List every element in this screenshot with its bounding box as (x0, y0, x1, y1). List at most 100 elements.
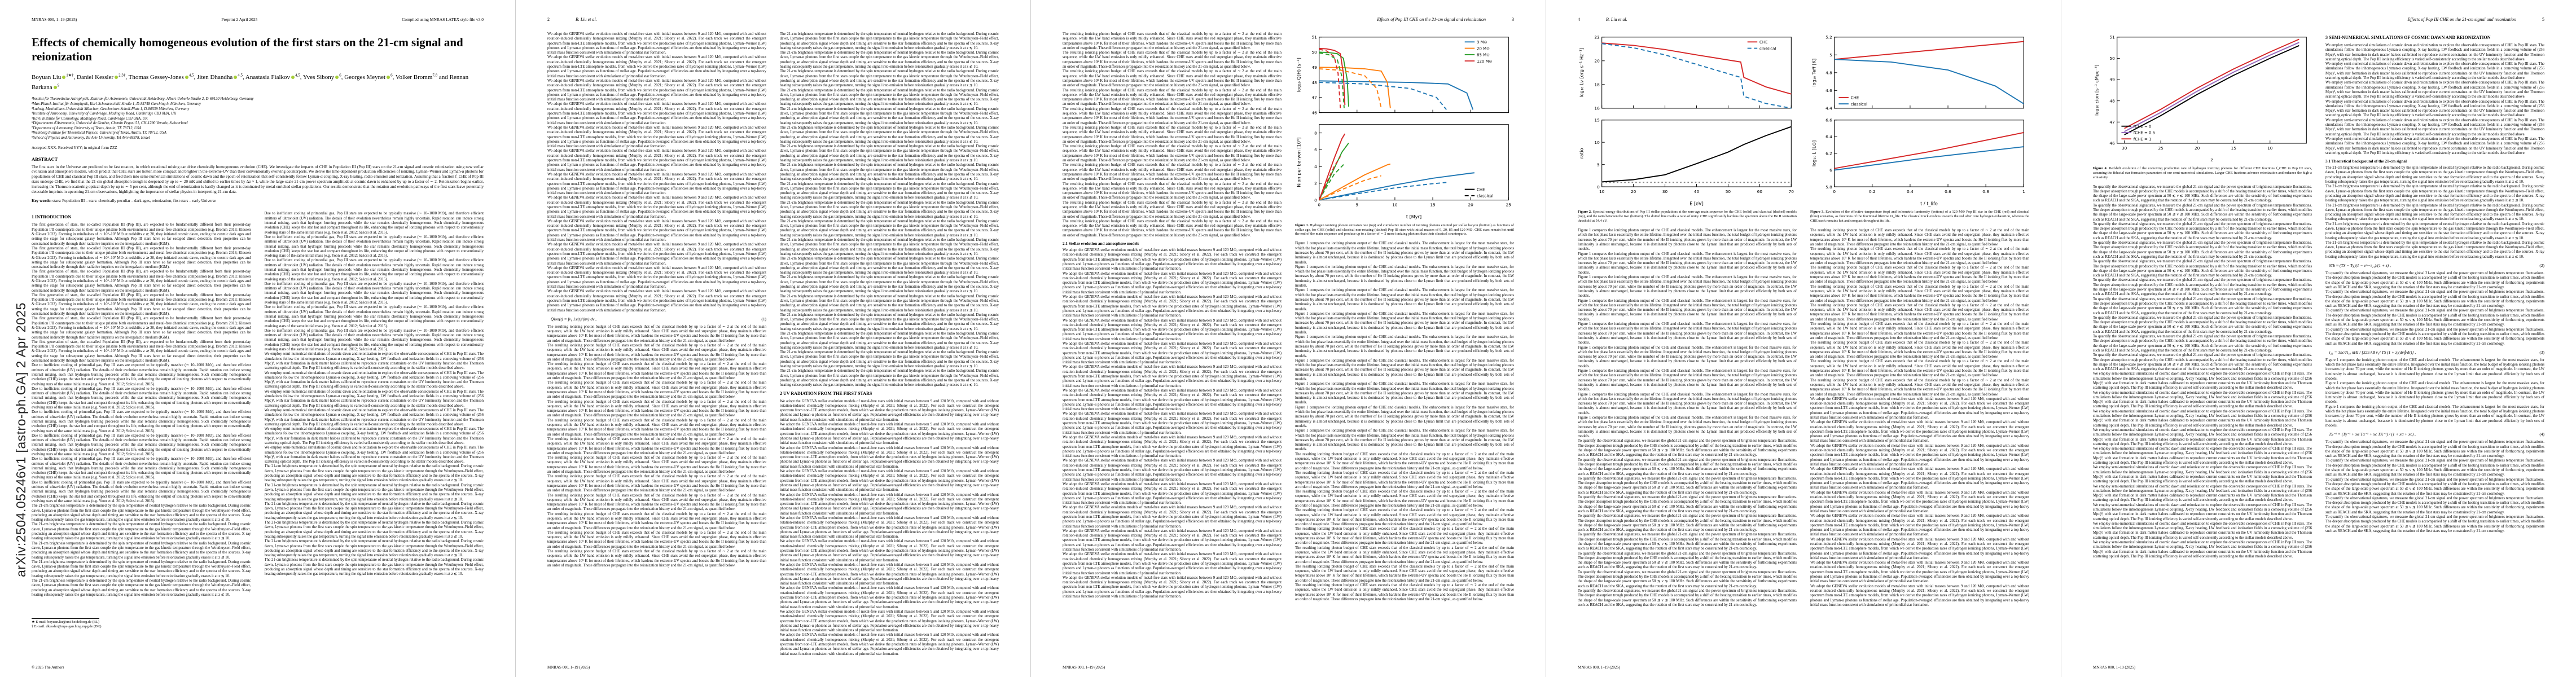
svg-text:16: 16 (1594, 106, 1600, 111)
running-head: Effects of Pop III CHE on the 21-cm sign… (2093, 17, 2544, 22)
figure-2-label: Figure 2. (1578, 210, 1592, 214)
author: Daniel Kessler 2,3†, (77, 73, 129, 81)
subsection-heading-3-1: 3.1 Theoretical background of the 21-cm … (2325, 159, 2407, 164)
column-text: The 21-cm brightness temperature is dete… (780, 32, 999, 656)
author-name: Georges Meynet (344, 73, 386, 81)
author-name: Daniel Kessler (77, 73, 114, 81)
svg-text:6: 6 (1314, 147, 1317, 152)
svg-text:t [Myr]: t [Myr] (1406, 214, 1421, 219)
affiliation-item: ¹Institut für Theoretische Astrophysik, … (32, 97, 254, 102)
figure-2-bottom-panel: 10 20 30 40 50 60 70 0 5 10 15 E [eV] ratio (1578, 116, 1797, 208)
figure-4-caption: Figure 4. Redshift evolution of the como… (2093, 166, 2312, 180)
text-column-left: The resulting ionizing photon budget of … (1063, 32, 1282, 656)
page-footer: MNRAS 000, 1–19 (2025) (547, 665, 590, 670)
journal-footer: MNRAS 000, 1–19 (2025) (1578, 665, 1621, 670)
equation-formula: Q̇ion(t) = ∫ν₀ Lν(t)/(hν) dν , (551, 316, 596, 322)
page-footer: MNRAS 000, 1–19 (2025) (2093, 665, 2135, 670)
svg-text:18: 18 (1594, 82, 1600, 87)
history-line: Accepted XXX. Received YYY; in original … (32, 145, 117, 150)
svg-text:51: 51 (1311, 34, 1316, 39)
affiliation-item: ⁴Institute of Astronomy, University of C… (32, 112, 177, 116)
orcid-icon (185, 75, 188, 79)
orcid-icon (335, 75, 339, 79)
svg-text:0: 0 (1314, 198, 1317, 203)
body-paragraph: We employ semi-numerical simulations of … (2325, 43, 2544, 155)
text-column-right: 4.4 4.6 4.8 5 5.2 log₁₀ Teff [K] CHE classical … (1810, 32, 2029, 656)
svg-text:E [eV]: E [eV] (1689, 201, 1704, 206)
body-paragraph: The first generation of stars, the so-ca… (32, 223, 251, 363)
svg-text:6: 6 (1829, 168, 1832, 173)
svg-text:46: 46 (2109, 141, 2115, 146)
text-column-right: Due to inefficient cooling of primordial… (265, 212, 484, 629)
body-paragraph: We employ semi-numerical simulations of … (264, 352, 484, 464)
equation-4: TS⁻¹ = (Tγ⁻¹ + xα Tα⁻¹ + xc TK⁻¹) / (1 +… (2329, 432, 2544, 437)
page-number: 5 (2542, 17, 2544, 22)
column-text: We adopt the GENEVA stellar evolution mo… (547, 32, 766, 656)
journal-ref: MNRAS 000, 1–19 (2025) (32, 17, 77, 22)
body-paragraph: The resulting ionizing photon budget of … (1295, 452, 1514, 601)
svg-text:20 M⊙: 20 M⊙ (1477, 46, 1490, 51)
affiliation-item: ²Max-Planck-Institut für Astrophysik, Ka… (32, 102, 201, 106)
equation-2: δTb ≈ (TS − Tγ)(1 − e^−τ₂₁)/(1 + z) , (2… (2329, 263, 2544, 268)
svg-text:6.6: 6.6 (1825, 118, 1832, 123)
svg-text:15: 15 (2231, 146, 2237, 151)
author: Jiten Dhandha 4,5, (196, 73, 245, 81)
column-text: Figure 1 compares the ionizing photon ou… (1295, 241, 1514, 656)
subsection-heading-2-1: 2.1 Stellar evolution and atmosphere mod… (1063, 241, 1139, 247)
svg-text:CHE: CHE (1851, 96, 1859, 100)
svg-text:10: 10 (1392, 203, 1398, 208)
body-paragraph: To quantify the observational signatures… (2093, 184, 2312, 372)
author-separator: , (194, 73, 197, 81)
svg-text:log₁₀ Lν [erg s⁻¹ Hz⁻¹]: log₁₀ Lν [erg s⁻¹ Hz⁻¹] (1578, 48, 1584, 98)
body-paragraph: The 21-cm brightness temperature is dete… (32, 504, 251, 597)
figure-1: 46 47 48 49 50 51 log₁₀ Q(H) [s⁻¹] 9 M⊙ 20 M⊙ 85 … (1295, 33, 1514, 236)
svg-text:log₁₀ εion [s⁻¹ cMpc⁻³]: log₁₀ εion [s⁻¹ cMpc⁻³] (2094, 65, 2099, 116)
section-heading-introduction: 1 INTRODUCTION (32, 214, 72, 220)
equation-formula: τ₂₁ = 3hc³A₁₀ nHI / [32π kB ν₀² TS (1 + … (2329, 349, 2416, 355)
affiliation-item: ⁶Département d'Astronomie, Université de… (32, 121, 188, 126)
page-5: Effects of Pop III CHE on the 21-cm sign… (2061, 0, 2576, 677)
figure-4-panel: 30 25 20 15 10 46 47 48 49 50 51 z log₁₀ εion [s⁻¹ c… (2093, 33, 2312, 164)
running-title: Effects of Pop III CHE on the 21-cm sign… (1377, 17, 1486, 22)
author-name: Boyuan Liu (32, 73, 62, 81)
page-1-body: 1 INTRODUCTION The first generation of s… (32, 212, 484, 629)
text-column-left: 1 INTRODUCTION The first generation of s… (32, 212, 251, 629)
page-3-body: The resulting ionizing photon budget of … (1063, 32, 1514, 656)
author: Yves Sibony 6, (303, 73, 345, 81)
svg-text:5: 5 (1355, 203, 1358, 208)
page-5-body: 30 25 20 15 10 46 47 48 49 50 51 z log₁₀ εion [s⁻¹ c… (2093, 32, 2544, 656)
svg-text:z: z (2210, 157, 2213, 162)
affiliation-item: ³Ludwig-Maximilians-Universität München,… (32, 107, 190, 111)
svg-text:70: 70 (1789, 189, 1794, 194)
equation-number: (2) (2539, 263, 2544, 269)
running-head: 2 B. Liu et al. (547, 17, 999, 22)
running-author: B. Liu et al. (1606, 17, 1627, 22)
svg-text:log₁₀ Q(H) [s⁻¹]: log₁₀ Q(H) [s⁻¹] (1296, 58, 1301, 92)
affiliation-list: ¹Institut für Theoretische Astrophysik, … (32, 97, 484, 140)
figure-3-caption-text: Evolution of the effective temperature (… (1810, 210, 2029, 223)
author-separator: , (341, 73, 345, 81)
page-2: 2 B. Liu et al. We adopt the GENEVA stel… (515, 0, 1030, 677)
svg-text:10: 10 (2267, 146, 2273, 151)
equation-number: (3) (2539, 349, 2544, 355)
author-affiliation-marks: 9 (57, 83, 60, 88)
figure-3-label: Figure 3. (1810, 210, 1824, 214)
svg-text:25: 25 (2158, 146, 2164, 151)
column-text: The resulting ionizing photon budget of … (1063, 32, 1282, 656)
body-paragraph: The 21-cm brightness temperature is dete… (264, 464, 484, 577)
svg-text:4: 4 (1314, 164, 1317, 169)
body-paragraph: Due to inefficient cooling of primordial… (264, 212, 484, 352)
author-name: Jiten Dhandha (196, 73, 233, 81)
figure-2-caption: Figure 2. Spectral energy distributions … (1578, 210, 1797, 223)
running-title: Effects of Pop III CHE on the 21-cm sign… (2407, 17, 2516, 22)
text-column-left: 16 18 20 22 log₁₀ Lν [erg s⁻¹ Hz⁻¹] CHE classi… (1578, 32, 1797, 656)
text-column-left: 30 25 20 15 10 46 47 48 49 50 51 z log₁₀ εion [s⁻¹ c… (2093, 32, 2312, 656)
svg-text:CHE: CHE (1477, 188, 1485, 192)
figure-3-top-panel: 4.4 4.6 4.8 5 5.2 log₁₀ Teff [K] CHE classical (1810, 33, 2029, 116)
figure-2: 16 18 20 22 log₁₀ Lν [erg s⁻¹ Hz⁻¹] CHE classi… (1578, 33, 1797, 223)
svg-text:20: 20 (2195, 146, 2200, 151)
svg-text:20: 20 (1594, 59, 1600, 64)
svg-text:25: 25 (1506, 203, 1512, 208)
author-separator: , (300, 73, 303, 81)
